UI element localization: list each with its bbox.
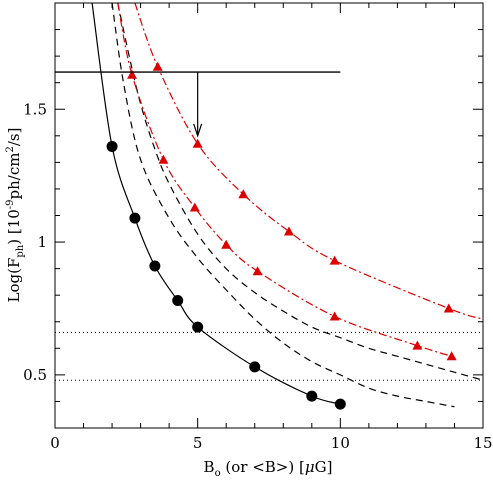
data-point-circle bbox=[249, 361, 261, 373]
data-point-triangle bbox=[283, 226, 294, 236]
data-point-triangle bbox=[238, 189, 249, 199]
x-axis-label: Bo (or <B>) [μG] bbox=[204, 458, 333, 479]
data-point-triangle bbox=[192, 138, 203, 148]
data-point-triangle bbox=[329, 255, 340, 265]
y-tick-label: 1.5 bbox=[23, 100, 47, 118]
x-tick-label: 5 bbox=[193, 434, 203, 452]
data-point-circle bbox=[306, 390, 318, 402]
y-axis-label: Log(Fph) [10-9ph/cm2/s] bbox=[5, 128, 26, 303]
series-line-2 bbox=[117, 3, 483, 381]
data-point-circle bbox=[192, 321, 204, 333]
data-point-triangle bbox=[446, 351, 457, 361]
series-line-0 bbox=[91, 3, 341, 405]
series-line-3 bbox=[117, 3, 452, 357]
data-point-circle bbox=[129, 212, 141, 224]
data-point-triangle bbox=[443, 303, 454, 313]
data-point-circle bbox=[149, 260, 161, 272]
data-point-triangle bbox=[252, 266, 263, 276]
data-point-triangle bbox=[221, 239, 232, 249]
y-tick-label: 1 bbox=[37, 233, 47, 251]
plot-area bbox=[55, 3, 483, 410]
data-point-circle bbox=[334, 398, 346, 410]
data-point-circle bbox=[172, 295, 184, 306]
plot-frame bbox=[54, 2, 484, 429]
data-point-triangle bbox=[158, 154, 169, 164]
data-point-triangle bbox=[127, 69, 138, 79]
x-tick-label: 0 bbox=[50, 434, 60, 452]
y-tick-label: 0.5 bbox=[23, 366, 47, 384]
x-tick-label: 15 bbox=[473, 434, 492, 452]
x-tick-label: 10 bbox=[331, 434, 350, 452]
data-point-triangle bbox=[329, 311, 340, 321]
series-line-4 bbox=[134, 3, 483, 320]
data-point-triangle bbox=[152, 61, 163, 71]
data-point-circle bbox=[106, 140, 118, 152]
data-point-triangle bbox=[189, 202, 200, 212]
data-point-triangle bbox=[412, 340, 423, 350]
axis-ticks bbox=[54, 2, 484, 429]
upper-limit-arrow-head bbox=[193, 123, 203, 138]
series-line-1 bbox=[111, 3, 455, 408]
